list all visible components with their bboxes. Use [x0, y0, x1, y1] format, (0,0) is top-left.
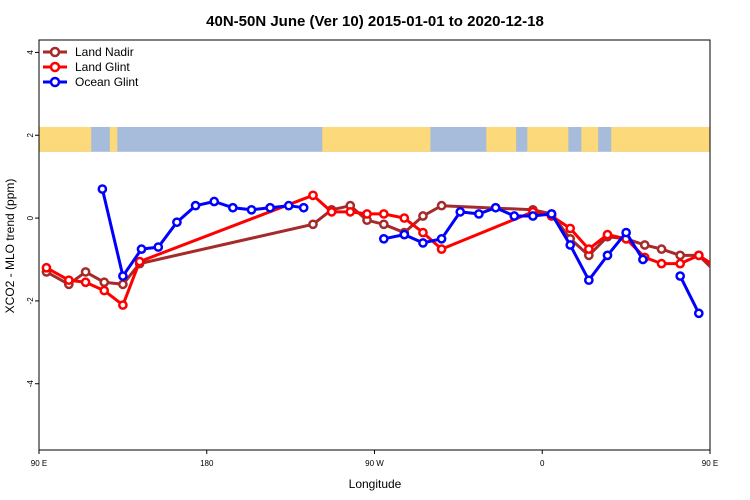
data-point: [283, 200, 294, 211]
legend-marker: [49, 76, 61, 88]
data-point: [172, 217, 182, 228]
legend-marker: [49, 61, 61, 73]
data-point: [732, 281, 739, 288]
map-strip: [39, 126, 710, 152]
data-point: [490, 202, 501, 213]
data-point: [436, 244, 447, 254]
data-point: [80, 277, 91, 288]
data-point: [675, 258, 686, 269]
data-point: [308, 190, 318, 201]
data-point: [693, 308, 704, 319]
x-tick-label: 0: [540, 459, 545, 468]
x-tick-label: 90 E: [31, 459, 47, 468]
data-point: [378, 209, 389, 219]
data-point: [656, 244, 667, 254]
x-tick-label: 90 W: [365, 459, 384, 468]
map-land-patch: [322, 126, 431, 152]
data-point: [583, 275, 594, 286]
data-point: [639, 240, 650, 250]
y-tick-label: -4: [26, 380, 35, 388]
data-point: [118, 271, 128, 281]
series-land-glint: [41, 190, 739, 310]
x-axis-label: Longitude: [349, 477, 402, 491]
x-tick-label: 90 E: [702, 459, 718, 468]
data-point: [714, 264, 721, 271]
data-point: [565, 223, 576, 234]
data-point: [99, 285, 110, 296]
data-point: [118, 279, 128, 290]
data-point: [298, 202, 309, 213]
series-ocean-glint: [97, 184, 704, 319]
data-point: [190, 200, 201, 211]
data-point: [693, 250, 704, 261]
data-point: [399, 229, 410, 240]
map-land-patch: [611, 126, 710, 152]
data-point: [714, 270, 721, 277]
data-point: [436, 233, 447, 244]
data-point: [227, 202, 238, 213]
data-point: [474, 209, 484, 219]
data-point: [656, 258, 667, 269]
data-point: [675, 250, 686, 261]
map-land-patch: [527, 126, 569, 152]
data-point: [345, 207, 356, 217]
data-point: [118, 300, 128, 310]
map-land-patch: [486, 126, 517, 152]
series-line: [45, 193, 710, 307]
y-tick-label: 4: [26, 50, 35, 55]
chart-title: 40N-50N June (Ver 10) 2015-01-01 to 2020…: [206, 13, 544, 30]
data-point: [153, 242, 164, 252]
data-point: [63, 275, 74, 286]
data-point: [732, 277, 739, 284]
data-point: [528, 211, 538, 221]
map-land-patch: [39, 126, 92, 152]
data-point: [399, 213, 410, 223]
map-land-patch: [109, 126, 118, 152]
legend-label: Land Nadir: [75, 45, 134, 59]
legend-label: Land Glint: [75, 60, 130, 74]
data-point: [565, 240, 576, 250]
series-layer: [41, 184, 739, 319]
legend-marker: [49, 46, 61, 58]
data-point: [418, 238, 428, 248]
data-point: [602, 250, 613, 261]
data-point: [97, 184, 108, 194]
data-point: [455, 207, 466, 217]
data-point: [80, 267, 91, 277]
y-tick-label: 0: [26, 215, 35, 220]
data-point: [41, 262, 52, 273]
data-point: [418, 227, 428, 238]
data-point: [326, 207, 337, 217]
data-point: [418, 211, 428, 221]
data-point: [675, 271, 686, 281]
y-tick-label: 2: [26, 132, 35, 137]
data-point: [546, 209, 557, 219]
data-point: [378, 233, 389, 244]
map-land-patch: [581, 126, 599, 152]
y-tick-label: -2: [26, 297, 35, 305]
data-point: [378, 219, 389, 230]
data-point: [99, 277, 110, 288]
legend-label: Ocean Glint: [75, 75, 139, 89]
data-point: [621, 227, 631, 238]
data-point: [583, 244, 594, 254]
data-point: [362, 209, 372, 219]
data-point: [136, 244, 147, 254]
series-land-nadir: [41, 200, 739, 290]
data-point: [265, 202, 275, 213]
data-point: [509, 211, 520, 221]
series-line: [678, 275, 701, 314]
data-point: [602, 229, 613, 240]
data-point: [436, 200, 447, 211]
data-point: [134, 256, 145, 267]
data-point: [308, 219, 318, 230]
data-point: [209, 196, 220, 207]
data-point: [246, 204, 257, 215]
data-point: [638, 254, 648, 265]
x-tick-label: 180: [200, 459, 214, 468]
y-axis-label: XCO2 - MLO trend (ppm): [3, 179, 17, 314]
